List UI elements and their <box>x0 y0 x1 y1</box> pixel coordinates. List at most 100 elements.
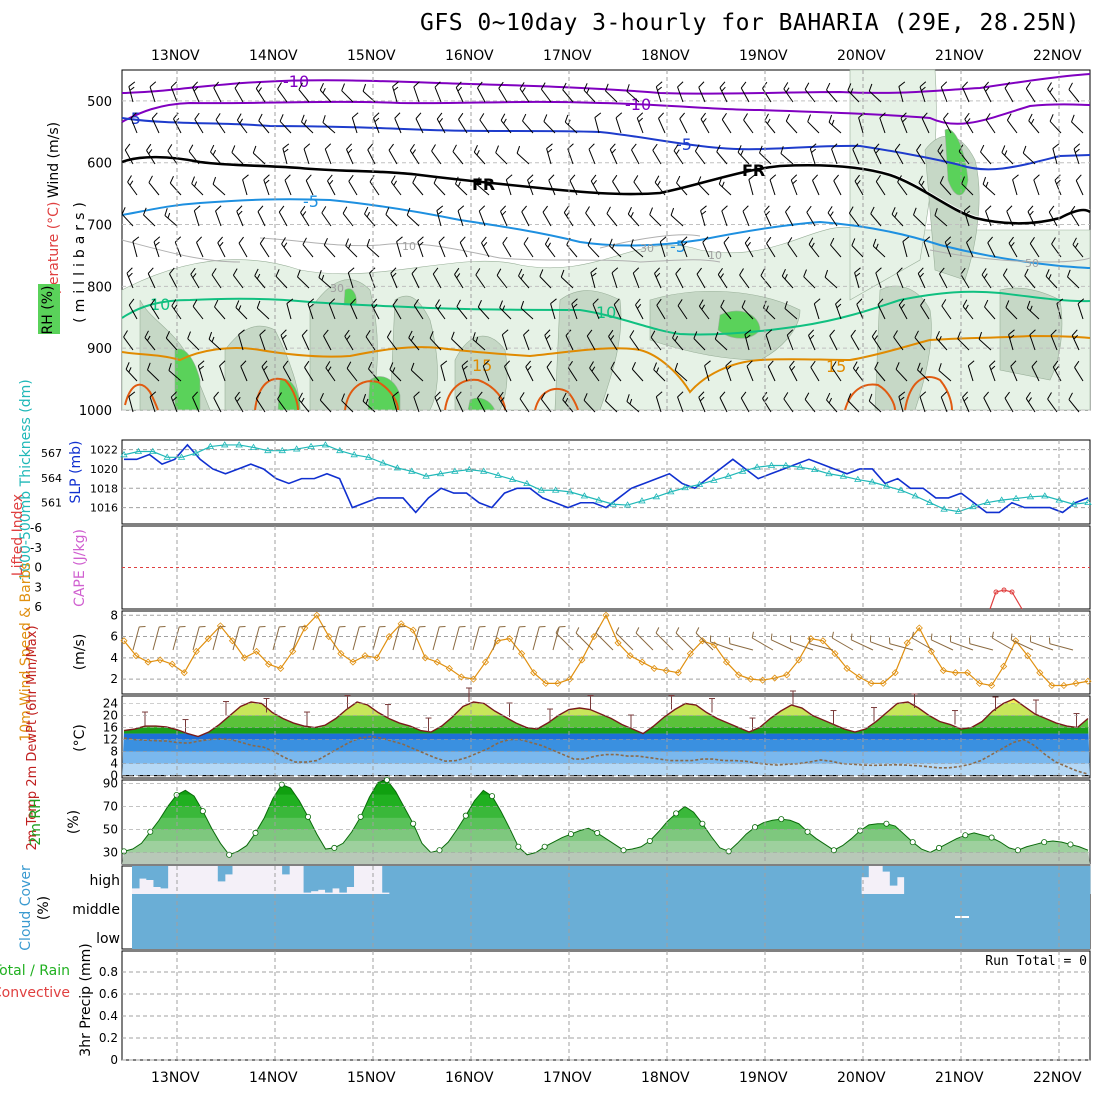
wind-barb <box>571 298 578 320</box>
wind-barb-feather <box>328 179 334 185</box>
wind-barb-shaft <box>653 369 666 382</box>
wind-barb <box>940 81 948 103</box>
wind-barb-feather <box>212 149 217 156</box>
wind-barb-feather <box>588 143 595 150</box>
wind-barb-feather <box>550 298 557 305</box>
cloud-high-bar <box>861 866 869 878</box>
contour-line <box>599 234 701 249</box>
wind-barb-shaft <box>632 272 640 289</box>
thickness-point <box>897 486 905 493</box>
wind-barb <box>256 300 270 320</box>
wind-barb <box>919 391 927 413</box>
wind-barb <box>259 236 270 258</box>
wind-barb-feather <box>457 205 465 212</box>
wind-barb-shaft <box>675 632 694 651</box>
wind-barb <box>255 81 266 103</box>
wind-axis-label: 10m Wind Speed & Barbs <box>18 562 34 741</box>
cloud-high-bar <box>789 866 798 894</box>
wind-barb-shaft <box>417 241 424 258</box>
wind-barb-feather <box>520 273 525 280</box>
wind-barb-feather <box>615 627 620 634</box>
wind-barb <box>431 144 442 165</box>
thickness-point <box>321 441 330 448</box>
wind-barb-feather <box>252 145 257 154</box>
wind-barb-feather <box>451 331 455 340</box>
wind-barb-feather <box>769 174 777 181</box>
wind-barb-shaft <box>789 366 798 382</box>
wind-barb <box>583 83 596 103</box>
wind-barb-feather <box>496 268 502 276</box>
contour-line <box>904 376 953 411</box>
wind-barb <box>575 627 594 651</box>
wind-barb-feather <box>963 396 969 402</box>
wind-barb <box>875 174 886 196</box>
wind-barb <box>304 360 314 382</box>
wind-barb-feather <box>434 81 441 88</box>
li-tick-label: 0 <box>34 561 42 575</box>
cloud-level-label: low <box>96 931 120 947</box>
wind-barb <box>585 206 596 227</box>
wind-barb-shaft <box>609 149 618 165</box>
wind-barb <box>482 360 490 382</box>
wind-barb <box>944 236 952 258</box>
wind-barb <box>452 144 464 165</box>
wind-barb-feather <box>765 329 773 336</box>
wind-barb-feather <box>985 205 992 212</box>
wind-barb-shaft <box>921 118 930 134</box>
wind-barb-feather <box>1025 81 1031 89</box>
wind-barb <box>388 143 398 165</box>
wind-barb-feather <box>923 236 931 243</box>
wind-barb-shaft <box>826 399 838 413</box>
wind-barb-feather <box>187 331 191 339</box>
wind-barb-feather <box>939 175 944 184</box>
wind-barb-shaft <box>673 150 684 165</box>
wind-barb <box>452 625 466 651</box>
temp-tick-label: 0 <box>110 769 118 783</box>
wind-barb <box>1071 329 1080 351</box>
wind-barb <box>900 112 908 134</box>
wind-barb-feather <box>299 625 306 628</box>
wind-barb <box>193 205 201 227</box>
wind-barb <box>921 112 930 134</box>
wind-barb-feather <box>879 112 886 119</box>
wind-barb-feather <box>281 237 286 245</box>
wind-barb-feather <box>170 391 178 398</box>
wind-barb-shaft <box>190 274 200 289</box>
wind-barb-shaft <box>913 214 926 227</box>
wind-barb <box>548 174 556 196</box>
wind-barb-feather <box>399 625 406 628</box>
wind-barb-shaft <box>392 396 398 413</box>
rh-point <box>620 847 627 854</box>
wind-barb <box>744 236 754 258</box>
wind-barb-shaft <box>432 626 440 651</box>
wind-speed-point <box>650 664 658 673</box>
wind-barb <box>167 144 178 165</box>
wind-barb <box>784 301 798 320</box>
wind-barb <box>472 332 486 351</box>
wind-barb-feather <box>740 81 747 89</box>
wind-barb-feather <box>321 274 325 281</box>
wind-barb-shaft <box>1002 274 1014 289</box>
wind-barb-shaft <box>769 179 776 196</box>
wind-barb-feather <box>966 118 971 124</box>
wind-barb-shaft <box>783 398 794 413</box>
wind-speed-point <box>915 624 923 632</box>
wind-barb <box>190 267 200 289</box>
wind-barb-shaft <box>984 306 996 320</box>
wind-speed-point <box>1000 662 1008 670</box>
wind-barb-feather <box>504 360 511 367</box>
wind-barb <box>457 205 465 227</box>
wind-barb-feather <box>348 243 352 249</box>
wind-barb <box>192 391 200 413</box>
wind-barb-shaft <box>1031 366 1040 382</box>
wind-barb-shaft <box>502 243 512 258</box>
wind-barb <box>677 81 684 103</box>
wind-barb-feather <box>282 334 287 340</box>
wind-barb-shaft <box>918 182 930 196</box>
cloud-high-bar <box>389 866 397 894</box>
wind-barb <box>856 298 864 320</box>
cloud-high-bar <box>310 866 319 892</box>
wind-barb-shaft <box>629 336 640 351</box>
wind-barb <box>985 205 992 227</box>
thickness-point <box>551 486 560 493</box>
